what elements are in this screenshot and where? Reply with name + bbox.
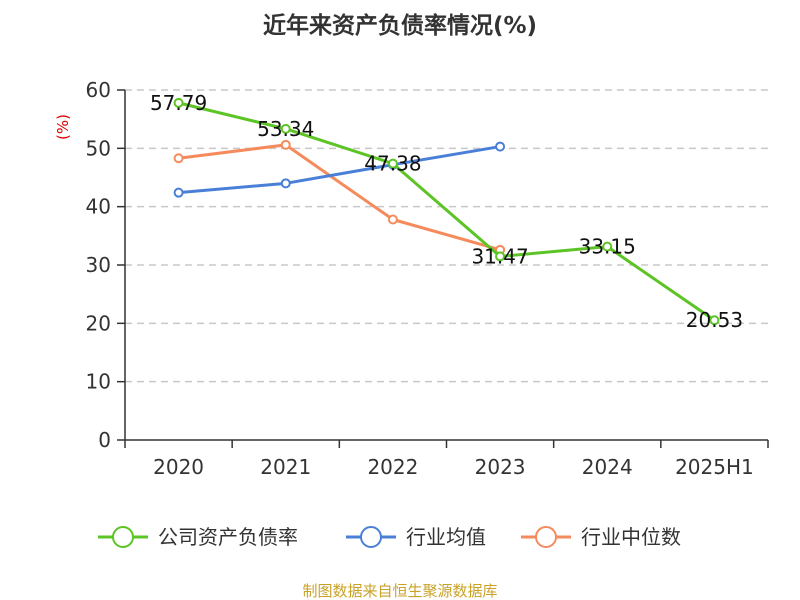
legend-label: 公司资产负债率 (158, 525, 298, 549)
legend-label: 行业均值 (406, 525, 486, 549)
data-label: 53.34 (257, 117, 314, 141)
x-tick-label: 2024 (582, 455, 633, 479)
legend-swatch-marker (360, 526, 382, 548)
series-point (173, 153, 184, 164)
y-axis-unit-label: (%) (54, 114, 72, 140)
series-point (280, 139, 291, 150)
series-point (280, 178, 291, 189)
series-point (495, 141, 506, 152)
y-tick-label: 20 (86, 311, 111, 335)
data-label: 57.79 (150, 91, 207, 115)
legend: 公司资产负债率 行业均值 行业中位数 (98, 525, 681, 549)
data-label: 47.38 (364, 152, 421, 176)
x-tick-label: 2021 (260, 455, 311, 479)
y-tick-label: 10 (86, 370, 111, 394)
y-tick-label: 50 (86, 136, 111, 160)
series-point (173, 97, 184, 108)
series-line (178, 145, 501, 195)
series-point (173, 187, 184, 198)
series-line (178, 101, 716, 322)
series-line (178, 143, 501, 252)
data-label: 33.15 (579, 235, 636, 259)
y-tick-label: 40 (86, 195, 111, 219)
chart-title: 近年来资产负债率情况(%) (263, 12, 537, 39)
data-labels: 57.79 53.34 47.38 31.47 33.15 20.53 (150, 91, 743, 332)
y-tick-label: 30 (86, 253, 111, 277)
data-label: 31.47 (471, 244, 528, 268)
x-tick-label: 2025H1 (675, 455, 754, 479)
x-tick-label: 2020 (153, 455, 204, 479)
series-point (709, 315, 720, 326)
legend-swatch-marker (112, 526, 134, 548)
series-lines (173, 97, 720, 326)
legend-swatch-marker (535, 526, 557, 548)
y-tick-label: 60 (86, 78, 111, 102)
x-tick-label: 2022 (367, 455, 418, 479)
series-point (387, 214, 398, 225)
series-point (387, 158, 398, 169)
source-footer: 制图数据来自恒生聚源数据库 (302, 582, 497, 600)
legend-label: 行业中位数 (581, 525, 681, 549)
series-point (280, 123, 291, 134)
series-point (602, 241, 613, 252)
series-point (495, 251, 506, 262)
axes: 0 10 20 30 40 50 60 2020 2021 2022 2023 2024 2025H1 (86, 78, 769, 479)
y-tick-label: 0 (98, 428, 111, 452)
x-tick-label: 2023 (475, 455, 526, 479)
data-label: 20.53 (686, 308, 743, 332)
